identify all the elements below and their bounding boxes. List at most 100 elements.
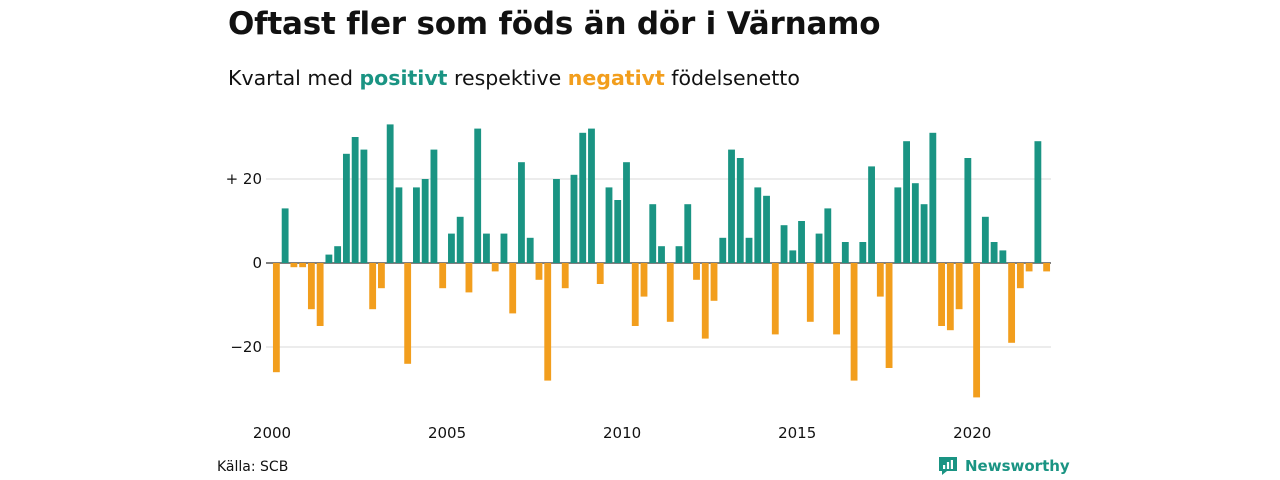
newsworthy-logo-icon — [939, 457, 957, 475]
bar — [806, 263, 814, 322]
bar — [272, 263, 280, 373]
bar — [684, 204, 692, 263]
bar — [850, 263, 858, 381]
axis-labels: + 20 0 −20 2000 2005 2010 2015 2020 — [226, 170, 992, 442]
brand-name: Newsworthy — [965, 457, 1070, 475]
bar — [938, 263, 946, 326]
bar — [815, 233, 823, 263]
bar — [334, 246, 342, 263]
bar — [763, 195, 770, 263]
bar — [833, 263, 840, 335]
bar — [666, 263, 674, 322]
bar — [614, 200, 622, 263]
bar — [605, 187, 613, 263]
subtitle-positive-word: positivt — [359, 66, 448, 90]
bar — [719, 237, 727, 263]
bar — [448, 233, 455, 263]
y-tick-label: −20 — [230, 338, 262, 356]
bar — [395, 187, 403, 263]
bar — [903, 141, 910, 263]
bar — [693, 263, 700, 280]
x-tick-label: 2000 — [253, 424, 291, 442]
bar — [894, 187, 902, 263]
bar — [789, 250, 797, 263]
bar — [526, 237, 534, 263]
bar — [990, 242, 998, 263]
bar — [413, 187, 420, 263]
bar — [798, 221, 805, 263]
bar — [351, 137, 359, 263]
bar — [316, 263, 324, 326]
bar — [421, 179, 429, 263]
bar — [999, 250, 1007, 263]
bar — [868, 166, 875, 263]
bar — [439, 263, 447, 289]
subtitle-text-end: födelsenetto — [664, 66, 800, 90]
x-tick-label: 2020 — [953, 424, 991, 442]
bar — [360, 149, 368, 263]
bar — [631, 263, 639, 326]
bar — [483, 233, 490, 263]
bar — [771, 263, 779, 335]
bar — [544, 263, 552, 381]
bar — [973, 263, 981, 398]
bar — [745, 237, 753, 263]
bar — [946, 263, 954, 331]
bar — [404, 263, 412, 364]
brand-logo[interactable]: Newsworthy — [938, 456, 1070, 476]
source-note: Källa: SCB — [217, 459, 289, 475]
bar — [1008, 263, 1016, 343]
bar — [754, 187, 762, 263]
bar — [964, 158, 972, 263]
y-tick-label: 0 — [252, 254, 262, 272]
bar — [728, 149, 735, 263]
bar — [710, 263, 718, 301]
bar — [675, 246, 683, 263]
bar — [325, 254, 333, 263]
bar — [1016, 263, 1024, 289]
bar — [307, 263, 315, 310]
bar — [588, 128, 595, 263]
bar — [281, 208, 289, 263]
bar — [561, 263, 569, 289]
y-tick-label: + 20 — [226, 170, 262, 188]
bar — [342, 153, 350, 263]
bar — [579, 132, 587, 263]
bar — [955, 263, 963, 310]
bar — [911, 183, 919, 263]
bar — [509, 263, 517, 314]
bar — [824, 208, 832, 263]
bar — [430, 149, 438, 263]
bar — [596, 263, 604, 284]
bar — [701, 263, 709, 339]
bar — [386, 124, 394, 264]
bar — [780, 225, 788, 263]
bar — [736, 158, 744, 263]
bar — [456, 216, 464, 263]
bar — [474, 128, 482, 263]
chart-subtitle: Kvartal med positivt respektive negativt… — [228, 66, 800, 90]
chart-title: Oftast fler som föds än dör i Värnamo — [228, 6, 881, 42]
bars — [272, 124, 1051, 398]
bar — [290, 263, 298, 268]
bar — [570, 174, 578, 263]
bar — [518, 162, 525, 263]
x-tick-label: 2005 — [428, 424, 466, 442]
bar — [1043, 263, 1051, 272]
x-tick-label: 2010 — [603, 424, 641, 442]
bar — [465, 263, 473, 293]
bar — [876, 263, 884, 297]
bar — [920, 204, 928, 263]
bar — [553, 179, 560, 263]
bar — [1025, 263, 1033, 272]
bar — [841, 242, 849, 263]
bar — [640, 263, 648, 297]
x-tick-label: 2015 — [778, 424, 816, 442]
bar — [491, 263, 499, 272]
bar — [535, 263, 543, 280]
bar — [1034, 141, 1042, 263]
bar — [369, 263, 377, 310]
bar — [623, 162, 630, 263]
subtitle-negative-word: negativt — [567, 66, 665, 90]
bar — [649, 204, 657, 263]
